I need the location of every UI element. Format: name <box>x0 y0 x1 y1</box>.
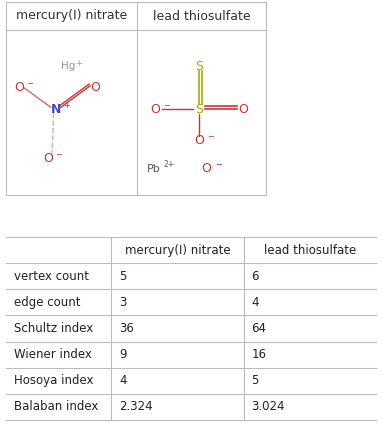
Text: +: + <box>63 101 70 110</box>
Text: O: O <box>14 81 24 94</box>
Text: Schultz index: Schultz index <box>14 322 93 335</box>
Text: O: O <box>43 152 53 165</box>
Text: Hg: Hg <box>61 61 75 71</box>
Text: 4: 4 <box>120 374 127 387</box>
Text: −: − <box>55 151 62 159</box>
Text: 9: 9 <box>120 348 127 361</box>
Text: 2+: 2+ <box>163 160 175 169</box>
Text: O: O <box>194 134 204 147</box>
Text: mercury(I) nitrate: mercury(I) nitrate <box>16 9 127 22</box>
Text: S: S <box>195 103 203 116</box>
Text: 3.024: 3.024 <box>251 400 285 413</box>
Text: O: O <box>202 162 212 175</box>
Text: +: + <box>75 59 82 68</box>
Text: lead thiosulfate: lead thiosulfate <box>264 244 356 257</box>
Text: Balaban index: Balaban index <box>14 400 99 413</box>
Text: Pb: Pb <box>147 164 161 174</box>
Text: Hosoya index: Hosoya index <box>14 374 94 387</box>
Text: mercury(I) nitrate: mercury(I) nitrate <box>125 244 230 257</box>
Text: 2.324: 2.324 <box>120 400 153 413</box>
Text: −: − <box>207 132 214 141</box>
Text: 36: 36 <box>120 322 134 335</box>
Text: O: O <box>90 81 100 94</box>
Text: N: N <box>50 103 61 116</box>
Text: S: S <box>195 60 203 73</box>
Text: −: − <box>215 160 222 169</box>
Text: lead thiosulfate: lead thiosulfate <box>153 9 250 22</box>
Text: 5: 5 <box>120 270 127 283</box>
Text: vertex count: vertex count <box>14 270 89 283</box>
Text: 5: 5 <box>251 374 259 387</box>
Text: 4: 4 <box>251 296 259 309</box>
Text: 3: 3 <box>120 296 127 309</box>
Text: edge count: edge count <box>14 296 81 309</box>
Text: −: − <box>163 101 170 110</box>
Text: O: O <box>238 103 248 116</box>
Text: 16: 16 <box>251 348 267 361</box>
Text: O: O <box>150 103 160 116</box>
Bar <box>6 2 266 195</box>
Text: Wiener index: Wiener index <box>14 348 92 361</box>
Text: −: − <box>26 79 33 88</box>
Text: 64: 64 <box>251 322 267 335</box>
Text: 6: 6 <box>251 270 259 283</box>
